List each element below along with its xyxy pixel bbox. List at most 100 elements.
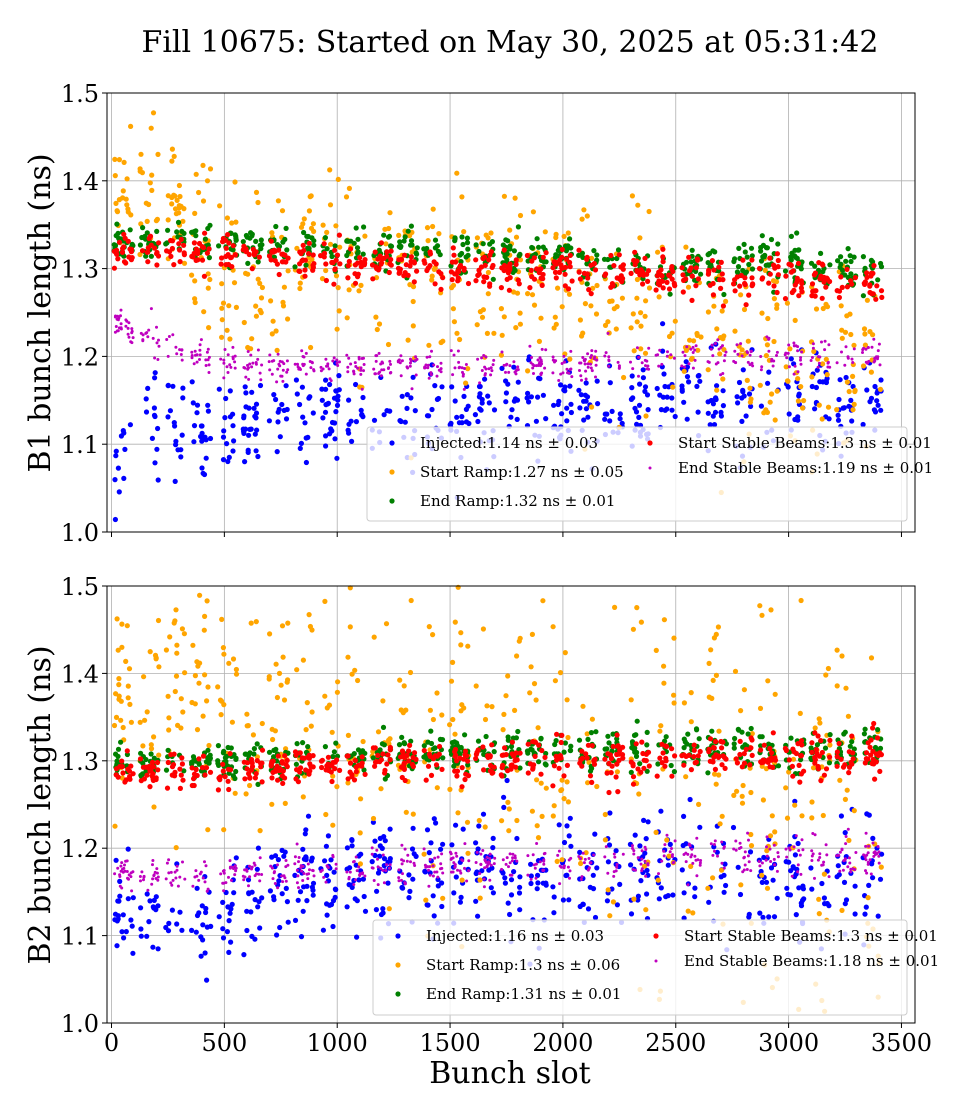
scatter-point (206, 347, 210, 351)
scatter-point (271, 897, 277, 903)
scatter-point (827, 343, 831, 347)
scatter-point (325, 400, 331, 406)
scatter-point (739, 729, 745, 735)
scatter-point (836, 740, 842, 747)
scatter-point (380, 906, 386, 912)
scatter-point (148, 125, 154, 131)
scatter-point (204, 598, 210, 604)
scatter-point (667, 291, 673, 297)
scatter-point (877, 386, 884, 392)
scatter-point (610, 899, 617, 905)
scatter-point (139, 170, 145, 176)
scatter-point (850, 407, 856, 413)
scatter-point (481, 254, 488, 260)
scatter-point (382, 226, 388, 232)
scatter-point (824, 843, 828, 847)
scatter-point (683, 244, 689, 250)
scatter-point (180, 709, 186, 715)
scatter-point (687, 796, 693, 803)
scatter-point (121, 475, 127, 481)
scatter-point (281, 284, 287, 290)
scatter-point (498, 285, 504, 291)
scatter-point (346, 370, 350, 374)
scatter-point (568, 743, 574, 749)
scatter-point (844, 787, 850, 793)
scatter-point (437, 252, 443, 258)
scatter-point (585, 906, 592, 912)
scatter-point (693, 265, 699, 271)
scatter-point (111, 265, 117, 271)
scatter-point (774, 289, 780, 296)
scatter-point (332, 267, 338, 273)
scatter-point (146, 235, 152, 242)
scatter-point (879, 294, 885, 300)
scatter-point (414, 251, 420, 257)
scatter-point (229, 264, 235, 270)
scatter-point (345, 753, 351, 759)
scatter-point (147, 784, 153, 790)
scatter-point (382, 838, 388, 844)
scatter-point (349, 671, 355, 677)
scatter-point (284, 865, 288, 869)
scatter-point (716, 728, 722, 734)
scatter-point (586, 352, 590, 356)
scatter-point (461, 229, 467, 235)
scatter-point (146, 201, 152, 208)
scatter-point (222, 358, 226, 362)
scatter-point (775, 869, 779, 873)
scatter-point (380, 360, 384, 364)
scatter-point (542, 229, 548, 235)
scatter-point (293, 855, 297, 859)
scatter-point (708, 647, 714, 653)
scatter-point (434, 785, 440, 791)
scatter-point (821, 863, 825, 867)
scatter-point (140, 764, 146, 770)
scatter-point (769, 750, 775, 756)
b2-ylabel: B2 bunch length (ns) (23, 645, 58, 964)
scatter-point (507, 911, 513, 918)
scatter-point (844, 835, 848, 838)
scatter-point (360, 251, 366, 257)
scatter-point (732, 847, 736, 851)
scatter-point (147, 180, 153, 186)
scatter-point (851, 254, 857, 260)
scatter-point (229, 365, 233, 369)
scatter-point (385, 341, 392, 348)
scatter-point (500, 727, 506, 733)
scatter-point (243, 390, 249, 396)
scatter-point (473, 242, 479, 248)
scatter-point (207, 355, 211, 359)
scatter-point (512, 267, 518, 273)
scatter-point (249, 760, 255, 766)
scatter-point (349, 837, 355, 843)
scatter-point (322, 858, 328, 864)
scatter-point (388, 248, 394, 254)
scatter-point (165, 227, 171, 233)
scatter-point (809, 799, 815, 805)
scatter-point (490, 276, 496, 282)
scatter-point (540, 392, 547, 398)
scatter-point (115, 256, 121, 262)
scatter-point (870, 835, 876, 842)
scatter-point (710, 413, 716, 419)
scatter-point (809, 815, 815, 821)
scatter-point (615, 247, 622, 253)
scatter-point (503, 399, 509, 405)
scatter-point (138, 151, 144, 157)
scatter-point (476, 817, 482, 824)
scatter-point (233, 855, 239, 861)
scatter-point (524, 395, 530, 401)
scatter-point (408, 254, 414, 260)
scatter-point (680, 289, 686, 295)
scatter-point (636, 791, 642, 797)
scatter-point (734, 361, 737, 364)
scatter-point (748, 789, 754, 796)
scatter-point (660, 362, 664, 366)
scatter-point (399, 354, 403, 358)
scatter-point (155, 617, 162, 624)
scatter-point (148, 253, 154, 259)
scatter-point (311, 242, 317, 248)
scatter-point (526, 357, 532, 363)
scatter-point (543, 785, 549, 791)
scatter-point (609, 408, 615, 414)
